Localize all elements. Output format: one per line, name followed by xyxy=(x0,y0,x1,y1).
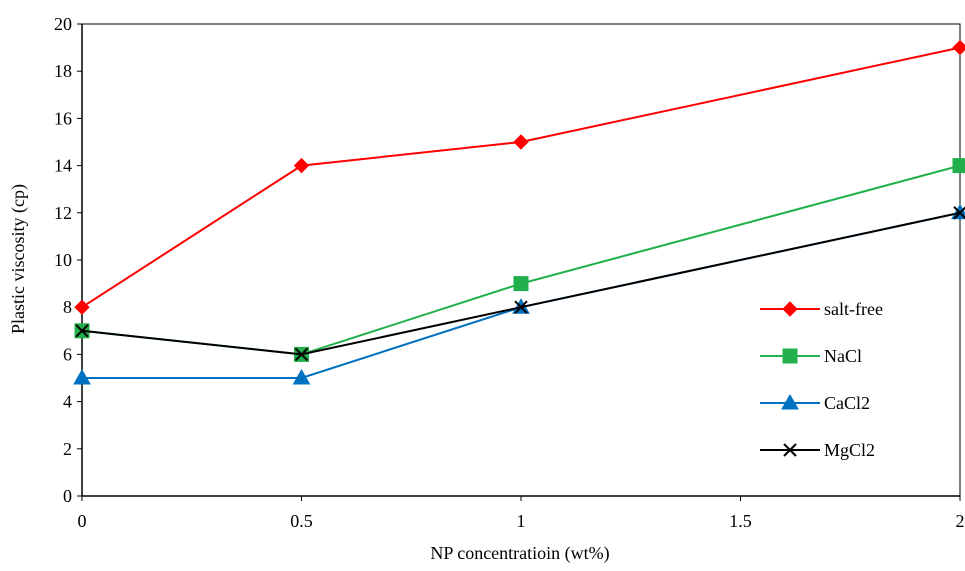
legend-item-nacl: NaCl xyxy=(760,346,862,366)
data-point-salt-free xyxy=(293,157,310,174)
legend-marker xyxy=(783,443,797,457)
y-tick-label: 6 xyxy=(63,344,72,364)
legend-marker xyxy=(782,348,798,364)
x-axis-title: NP concentratioin (wt%) xyxy=(430,543,609,564)
series-layer xyxy=(73,39,965,385)
marker-stroke xyxy=(953,206,965,220)
series-line-salt-free xyxy=(81,46,961,309)
x-tick-label: 0.5 xyxy=(290,511,313,531)
legend-item-salt-free: salt-free xyxy=(760,299,883,319)
y-tick-label: 4 xyxy=(63,392,72,412)
y-tick-label: 14 xyxy=(54,156,72,176)
data-point-salt-free xyxy=(513,134,529,150)
legend-item-cacl2: CaCl2 xyxy=(760,393,870,413)
data-point-cacl2 xyxy=(73,368,91,385)
data-point-nacl xyxy=(513,276,529,292)
marker-stroke xyxy=(514,300,528,314)
data-point-salt-free xyxy=(74,299,90,315)
series-nacl xyxy=(74,158,965,362)
y-tick-label: 2 xyxy=(63,439,72,459)
legend-label: salt-free xyxy=(824,299,883,319)
x-tick-label: 1.5 xyxy=(729,511,752,531)
x-tick-label: 1 xyxy=(517,511,526,531)
marker-stroke xyxy=(294,347,309,362)
series-line-nacl xyxy=(81,164,961,356)
data-point-cacl2 xyxy=(292,368,311,385)
y-tick-label: 10 xyxy=(54,250,72,270)
data-point-salt-free xyxy=(952,39,965,56)
y-tick-label: 16 xyxy=(54,108,72,128)
legend: salt-free NaCl CaCl2 MgCl2 xyxy=(760,299,883,460)
y-tick-label: 8 xyxy=(63,297,72,317)
x-tick-label: 0 xyxy=(78,511,87,531)
data-point-mgcl2 xyxy=(953,206,965,220)
marker-stroke xyxy=(75,324,89,338)
y-tick-label: 20 xyxy=(54,14,72,34)
legend-marker xyxy=(781,393,799,410)
plot-frame xyxy=(81,23,961,497)
data-point-mgcl2 xyxy=(294,347,309,362)
y-tick-label: 0 xyxy=(63,486,72,506)
data-point-nacl xyxy=(952,158,965,174)
series-line-mgcl2 xyxy=(81,211,961,356)
x-tick-label: 2 xyxy=(956,511,965,531)
series-salt-free xyxy=(74,39,965,315)
legend-marker xyxy=(782,301,798,317)
data-point-mgcl2 xyxy=(75,324,89,338)
legend-label: NaCl xyxy=(824,346,862,366)
legend-item-mgcl2: MgCl2 xyxy=(760,440,875,460)
data-point-mgcl2 xyxy=(514,300,528,314)
y-axis-title: Plastic viscosity (cp) xyxy=(8,184,29,334)
legend-label: MgCl2 xyxy=(824,440,875,460)
marker-stroke xyxy=(783,443,797,457)
series-mgcl2 xyxy=(75,206,965,362)
y-tick-label: 12 xyxy=(54,203,72,223)
axes: 0 2 4 6 8 10 12 14 16 18 20 0 0.5 1 1.5 2 xyxy=(54,14,965,531)
y-tick-label: 18 xyxy=(54,61,72,81)
legend-label: CaCl2 xyxy=(824,393,870,413)
